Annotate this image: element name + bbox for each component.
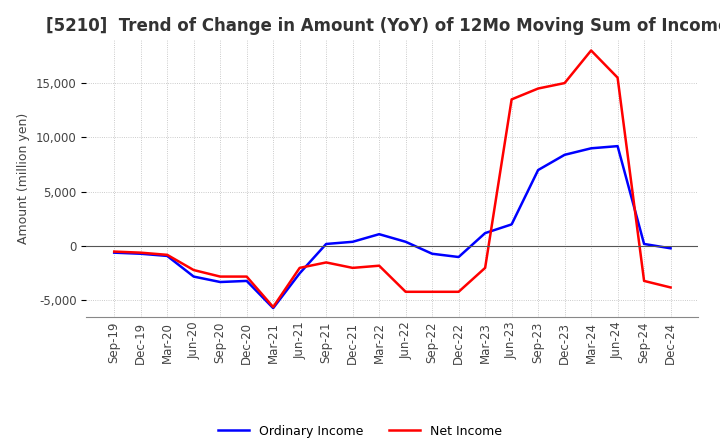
Net Income <box>163 252 171 257</box>
Net Income <box>110 249 119 254</box>
Net Income <box>348 265 357 271</box>
Ordinary Income <box>243 278 251 283</box>
Net Income <box>243 274 251 279</box>
Ordinary Income <box>269 305 277 311</box>
Ordinary Income <box>375 231 384 237</box>
Ordinary Income <box>189 274 198 279</box>
Net Income <box>560 81 569 86</box>
Net Income <box>216 274 225 279</box>
Net Income <box>534 86 542 91</box>
Ordinary Income <box>322 241 330 246</box>
Net Income <box>428 289 436 294</box>
Net Income <box>587 48 595 53</box>
Line: Ordinary Income: Ordinary Income <box>114 146 670 308</box>
Line: Net Income: Net Income <box>114 51 670 307</box>
Net Income <box>295 265 304 271</box>
Ordinary Income <box>110 250 119 255</box>
Net Income <box>481 265 490 271</box>
Net Income <box>454 289 463 294</box>
Net Income <box>401 289 410 294</box>
Ordinary Income <box>508 222 516 227</box>
Title: [5210]  Trend of Change in Amount (YoY) of 12Mo Moving Sum of Incomes: [5210] Trend of Change in Amount (YoY) o… <box>46 17 720 35</box>
Ordinary Income <box>295 271 304 276</box>
Net Income <box>666 285 675 290</box>
Net Income <box>613 75 622 80</box>
Net Income <box>136 250 145 255</box>
Ordinary Income <box>613 143 622 149</box>
Net Income <box>508 97 516 102</box>
Ordinary Income <box>560 152 569 158</box>
Ordinary Income <box>163 253 171 259</box>
Net Income <box>189 268 198 273</box>
Ordinary Income <box>534 167 542 172</box>
Ordinary Income <box>454 254 463 260</box>
Ordinary Income <box>587 146 595 151</box>
Net Income <box>375 263 384 268</box>
Ordinary Income <box>348 239 357 245</box>
Ordinary Income <box>136 251 145 257</box>
Ordinary Income <box>640 241 649 246</box>
Ordinary Income <box>481 231 490 236</box>
Net Income <box>322 260 330 265</box>
Ordinary Income <box>216 279 225 285</box>
Ordinary Income <box>401 239 410 245</box>
Legend: Ordinary Income, Net Income: Ordinary Income, Net Income <box>213 420 507 440</box>
Y-axis label: Amount (million yen): Amount (million yen) <box>17 113 30 244</box>
Net Income <box>269 304 277 310</box>
Ordinary Income <box>428 251 436 257</box>
Net Income <box>640 278 649 283</box>
Ordinary Income <box>666 246 675 251</box>
